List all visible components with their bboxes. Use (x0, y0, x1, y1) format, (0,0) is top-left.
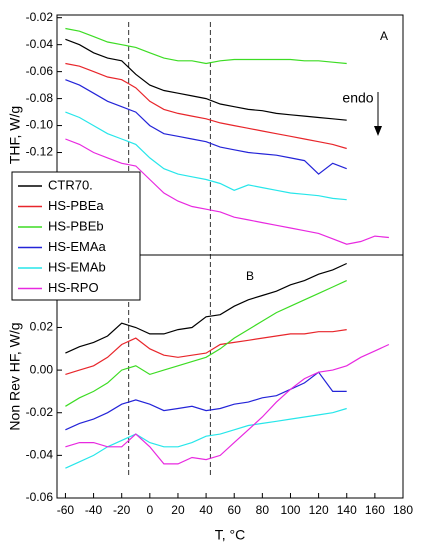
line-series (65, 329, 347, 375)
line-series (65, 407, 347, 469)
line-series (65, 280, 347, 407)
y-tick-label: -0.06 (26, 490, 54, 504)
y-tick-label: -0.04 (26, 37, 54, 51)
x-tick-label: 60 (228, 503, 242, 517)
legend-label: CTR70. (48, 177, 93, 192)
y-tick-label: -0.06 (26, 64, 54, 78)
panel-label: A (380, 29, 388, 43)
line-series (65, 138, 389, 245)
line-series (65, 38, 347, 121)
line-series (65, 371, 347, 431)
legend-label: HS-EMAa (48, 239, 107, 254)
panel-label: B (246, 269, 254, 283)
x-tick-label: 120 (309, 503, 329, 517)
y-tick-label: -0.10 (26, 118, 54, 132)
y-axis-label: THF, W/g (7, 106, 23, 164)
legend-label: HS-EMAb (48, 259, 106, 274)
line-series (65, 62, 347, 150)
x-tick-label: -60 (57, 503, 75, 517)
legend-label: HS-RPO (48, 280, 99, 295)
x-tick-label: 40 (199, 503, 213, 517)
x-tick-label: 100 (280, 503, 300, 517)
y-tick-label: -0.02 (26, 10, 54, 24)
x-axis-label: T, °C (215, 527, 246, 543)
x-tick-label: 20 (171, 503, 185, 517)
line-series (65, 343, 390, 465)
endo-arrow-head (374, 126, 382, 136)
x-tick-label: 0 (146, 503, 153, 517)
legend-label: HS-PBEb (48, 218, 104, 233)
x-tick-label: 160 (365, 503, 385, 517)
line-series (65, 111, 347, 201)
x-tick-label: 140 (337, 503, 357, 517)
y-tick-label: 0.02 (30, 320, 54, 334)
y-tick-label: -0.08 (26, 91, 54, 105)
line-series (65, 79, 347, 175)
legend-box (11, 171, 141, 301)
y-tick-label: -0.02 (26, 405, 54, 419)
annotation: endo (342, 90, 373, 106)
y-tick-label: 0.00 (30, 362, 54, 376)
y-tick-label: -0.04 (26, 448, 54, 462)
y-tick-label: -0.12 (26, 145, 54, 159)
legend: CTR70. HS-PBEa HS-PBEb HS-EMAa HS-EMAb HS-RPO (11, 171, 141, 301)
line-series (65, 27, 347, 65)
legend-label: HS-PBEa (48, 198, 104, 213)
x-tick-label: -40 (85, 503, 103, 517)
line-series (65, 262, 347, 354)
y-axis-label: Non Rev HF, W/g (7, 322, 23, 430)
x-tick-label: 80 (256, 503, 270, 517)
x-tick-label: -20 (113, 503, 131, 517)
x-tick-label: 180 (393, 503, 413, 517)
